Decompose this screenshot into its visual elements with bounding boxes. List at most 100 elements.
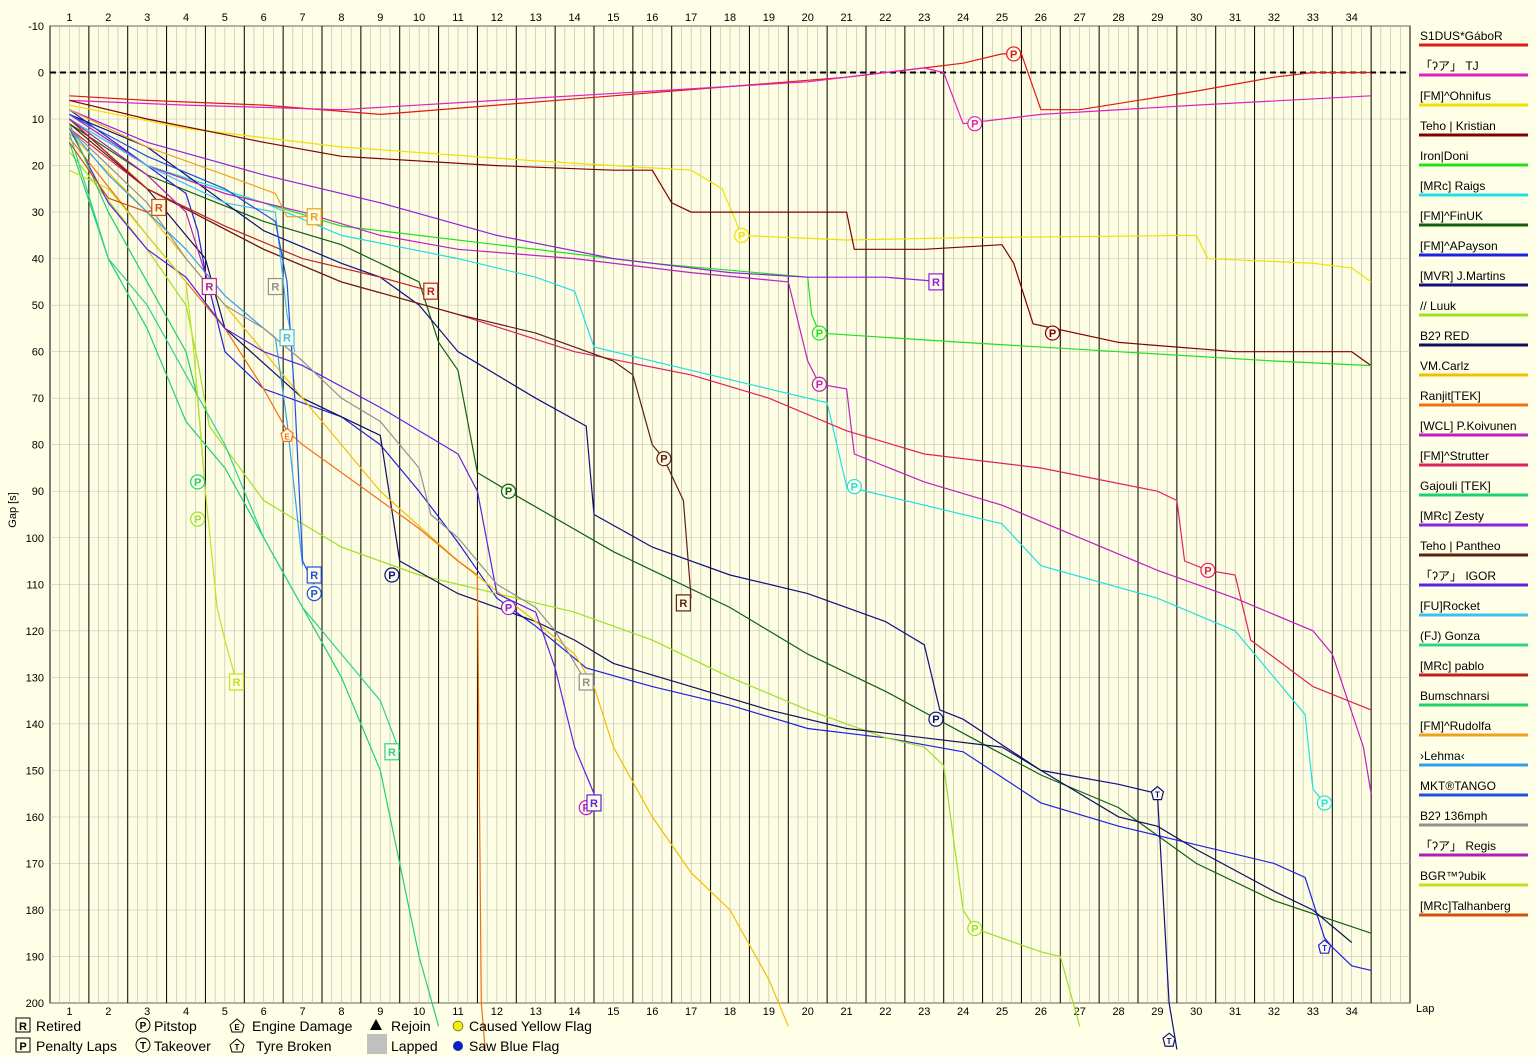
x-tick-label-top: 30	[1190, 12, 1202, 24]
y-tick-label: 80	[32, 440, 44, 452]
y-axis-label: Gap [s]	[7, 492, 19, 527]
marker-letter: P	[388, 570, 395, 582]
marker-letter: R	[310, 570, 318, 582]
event-marker-E: E	[280, 427, 294, 443]
marker-letter: R	[932, 277, 940, 289]
event-marker-P: P	[811, 325, 827, 341]
x-tick-label: 23	[918, 1006, 930, 1018]
x-tick-label-top: 3	[144, 12, 150, 24]
x-tick-label-top: 22	[879, 12, 891, 24]
event-marker-R: R	[201, 277, 217, 296]
x-tick-label: 26	[1035, 1006, 1047, 1018]
marker-letter: R	[388, 747, 396, 759]
marker-letter: P	[505, 486, 512, 498]
y-tick-label: 100	[26, 533, 44, 545]
x-axis-label: Lap	[1416, 1003, 1434, 1015]
pitstop-marker-circle	[500, 483, 517, 499]
pitstop-marker-circle	[811, 325, 827, 341]
legend-label: 「ʔア」 TJ	[1420, 59, 1479, 73]
svg-text:R: R	[19, 1021, 27, 1033]
series-line-26	[69, 113, 315, 585]
series-line-27	[68, 127, 587, 683]
y-tick-label: -10	[28, 21, 44, 33]
x-tick-label-top: 29	[1151, 12, 1163, 24]
rejoin-key-icon	[370, 1019, 382, 1030]
y-tick-label: 190	[26, 951, 44, 963]
series-line-9	[69, 113, 1178, 1050]
y-tick-label: 20	[32, 161, 44, 173]
event-marker-P: P	[190, 474, 206, 490]
series-line-8	[69, 109, 1372, 971]
series-line-25	[68, 128, 304, 566]
marker-letter: P	[311, 589, 318, 601]
retired-marker-box	[928, 273, 944, 291]
event-marker-P: P	[656, 451, 672, 467]
y-tick-label: 140	[26, 719, 44, 731]
retired-marker-box	[267, 277, 283, 296]
event-marker-T: T	[1150, 785, 1165, 801]
pitstop-marker-circle	[190, 511, 206, 527]
event-marker-R: R	[279, 329, 295, 347]
x-tick-label: 17	[685, 1006, 697, 1018]
x-tick-label: 14	[568, 1006, 580, 1018]
legend-label: VM.Carlz	[1420, 359, 1469, 373]
marker-letter: T	[1167, 1037, 1172, 1046]
legend-label: [FM]^FinUK	[1420, 209, 1483, 223]
marker-letter: P	[851, 482, 858, 494]
pitstop-key-icon	[135, 1017, 151, 1033]
legend-label: B2ʔ RED	[1420, 329, 1470, 343]
legend-label: (FJ) Gonza	[1420, 629, 1480, 643]
legend-label: // Luuk	[1420, 299, 1457, 313]
event-marker-P: P	[811, 376, 827, 392]
pitstop-marker-circle	[384, 567, 400, 583]
x-tick-label-top: 5	[222, 12, 228, 24]
x-tick-label-top: 23	[918, 12, 930, 24]
y-tick-label: 180	[26, 905, 44, 917]
series-line-28	[69, 118, 210, 287]
x-tick-label: 13	[530, 1006, 542, 1018]
x-tick-label-top: 28	[1112, 12, 1124, 24]
x-tick-label-top: 7	[300, 12, 306, 24]
series-line-17	[69, 109, 944, 283]
y-tick-label: 90	[32, 486, 44, 498]
y-tick-label: 50	[32, 300, 44, 312]
x-tick-label-top: 6	[261, 12, 267, 24]
event-marker-R: R	[586, 794, 602, 812]
x-tick-label-top: 12	[491, 12, 503, 24]
x-tick-label-top: 10	[413, 12, 425, 24]
event-marker-R: R	[928, 273, 944, 291]
y-tick-label: 130	[26, 672, 44, 684]
legend-label: [FM]^Strutter	[1420, 449, 1489, 463]
event-marker-R: R	[578, 673, 594, 691]
pitstop-marker-circle	[306, 585, 322, 602]
event-marker-R: R	[306, 208, 322, 226]
x-tick-label: 30	[1190, 1006, 1202, 1018]
event-marker-R: R	[675, 594, 691, 612]
marker-letter: R	[427, 286, 435, 298]
x-tick-label: 33	[1307, 1006, 1319, 1018]
x-tick-label: 15	[607, 1006, 619, 1018]
x-tick-label: 11	[452, 1006, 463, 1018]
marker-letter: R	[233, 677, 241, 689]
x-tick-label: 6	[261, 1006, 267, 1018]
x-tick-label-top: 21	[840, 12, 852, 24]
retired-marker-box	[306, 566, 322, 584]
legend-label: B2ʔ 136mph	[1420, 809, 1487, 823]
marker-letter: R	[679, 598, 687, 610]
series-lines	[68, 53, 1372, 1050]
legend-label: Teho | Pantheo	[1420, 539, 1501, 553]
key-retired: R Retired	[15, 1017, 81, 1034]
legend-label: Bumschnarsi	[1420, 689, 1489, 703]
legend-label: [FM]^APayson	[1420, 239, 1498, 253]
y-tick-label: 110	[26, 579, 44, 591]
x-tick-label: 4	[183, 1006, 189, 1018]
event-marker-R: R	[423, 282, 439, 300]
x-tick-label: 19	[763, 1006, 775, 1018]
marker-letter: P	[738, 230, 745, 242]
key-rejoin: Rejoin	[370, 1018, 431, 1034]
event-marker-P: P	[928, 711, 944, 727]
x-tick-label: 29	[1151, 1006, 1163, 1018]
y-tick-label: 200	[26, 998, 44, 1010]
